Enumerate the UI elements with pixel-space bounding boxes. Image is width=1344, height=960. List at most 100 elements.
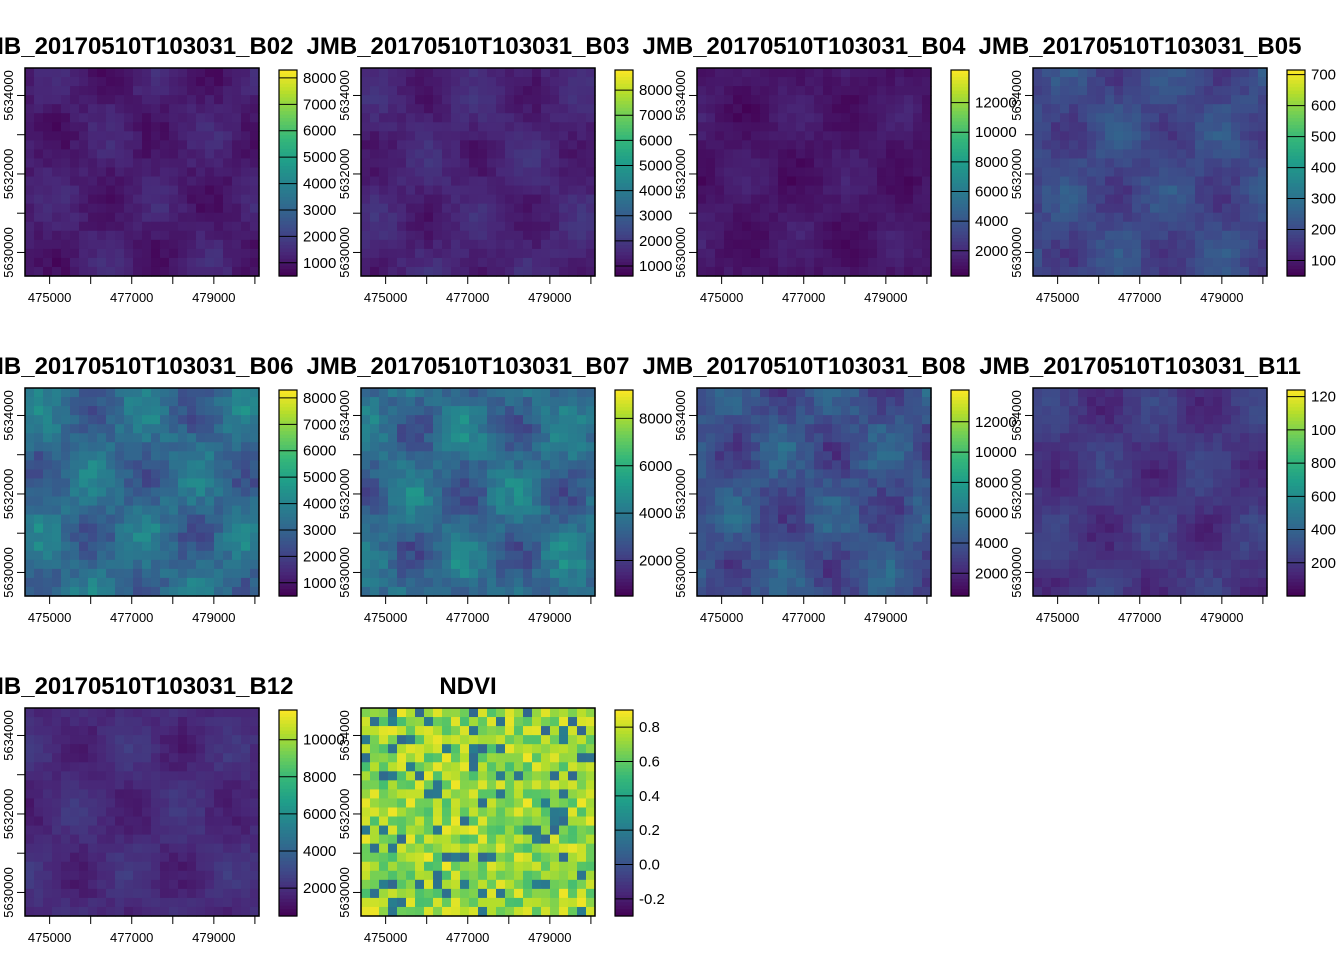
raster-cell xyxy=(232,487,242,498)
raster-cell xyxy=(370,68,380,78)
raster-cell xyxy=(160,415,170,425)
raster-cell xyxy=(460,221,470,232)
raster-cell xyxy=(451,577,461,588)
raster-cell xyxy=(886,95,896,105)
raster-cell xyxy=(379,505,389,516)
raster-cell xyxy=(859,221,869,232)
raster-cell xyxy=(532,568,542,579)
raster-cell xyxy=(205,221,215,232)
raster-cell xyxy=(496,212,506,223)
raster-cell xyxy=(1096,248,1106,259)
raster-cell xyxy=(1159,388,1169,398)
raster-cell xyxy=(733,266,743,277)
raster-cell xyxy=(559,397,569,407)
raster-cell xyxy=(442,406,452,416)
raster-cell xyxy=(442,415,452,425)
raster-cell xyxy=(250,424,260,434)
raster-cell xyxy=(496,469,506,480)
raster-cell xyxy=(742,424,752,434)
legend-gradient-step xyxy=(615,94,633,99)
raster-cell xyxy=(922,550,932,561)
x-tick-label: 477000 xyxy=(446,290,489,305)
raster-cell xyxy=(514,568,524,579)
raster-cell xyxy=(1222,239,1232,250)
raster-cell xyxy=(361,68,371,78)
raster-cell xyxy=(169,77,179,87)
raster-cell xyxy=(241,415,251,425)
legend-tick-label: 2000 xyxy=(975,565,1008,582)
raster-cell xyxy=(1087,104,1097,114)
raster-cell xyxy=(1204,239,1214,250)
raster-cell xyxy=(850,95,860,105)
legend-gradient-step xyxy=(1287,210,1305,215)
raster-cell xyxy=(223,230,233,241)
raster-cell xyxy=(1249,158,1259,169)
raster-cell xyxy=(115,221,125,232)
raster-cell xyxy=(187,86,197,96)
raster-cell xyxy=(823,532,833,543)
raster-cell xyxy=(832,523,842,534)
raster-cell xyxy=(1204,95,1214,105)
raster-cell xyxy=(1168,221,1178,232)
raster-cell xyxy=(361,532,371,543)
raster-cell xyxy=(550,451,560,461)
raster-cell xyxy=(52,541,62,552)
raster-cell xyxy=(1222,266,1232,277)
raster-cell xyxy=(496,185,506,196)
raster-cell xyxy=(133,194,143,205)
raster-cell xyxy=(760,523,770,534)
raster-cell xyxy=(859,266,869,277)
raster-cell xyxy=(187,487,197,498)
raster-cell xyxy=(1159,424,1169,434)
legend-gradient-step xyxy=(615,83,633,88)
raster-cell xyxy=(559,221,569,232)
raster-cell xyxy=(550,194,560,205)
raster-cell xyxy=(43,131,53,141)
raster-cell xyxy=(1204,388,1214,398)
raster-cell xyxy=(832,478,842,489)
raster-cell xyxy=(70,469,80,480)
raster-cell xyxy=(550,77,560,87)
raster-cell xyxy=(43,167,53,178)
raster-cell xyxy=(514,541,524,552)
raster-cell xyxy=(1078,388,1088,398)
raster-cell xyxy=(442,523,452,534)
raster-cell xyxy=(124,230,134,241)
raster-cell xyxy=(160,86,170,96)
raster-cell xyxy=(442,559,452,570)
raster-cell xyxy=(97,257,107,268)
raster-cell xyxy=(142,167,152,178)
raster-cell xyxy=(1033,230,1043,241)
raster-cell xyxy=(1042,397,1052,407)
raster-cell xyxy=(1240,149,1250,160)
raster-cell xyxy=(1051,86,1061,96)
raster-cell xyxy=(922,140,932,150)
raster-cell xyxy=(124,424,134,434)
panel-title: JMB_20170510T103031_B07 xyxy=(307,353,630,380)
raster-cell xyxy=(43,469,53,480)
raster-cell xyxy=(187,514,197,525)
raster-cell xyxy=(496,577,506,588)
raster-cell xyxy=(1159,221,1169,232)
raster-cell xyxy=(250,194,260,205)
raster-cell xyxy=(496,505,506,516)
raster-cell xyxy=(61,248,71,259)
legend-gradient-step xyxy=(279,94,297,99)
raster-cell xyxy=(124,433,134,443)
raster-cell xyxy=(250,397,260,407)
legend-gradient-step xyxy=(615,186,633,191)
raster-cell xyxy=(133,158,143,169)
raster-cell xyxy=(169,406,179,416)
raster-cell xyxy=(823,203,833,214)
raster-cell xyxy=(25,131,35,141)
raster-cell xyxy=(796,541,806,552)
raster-cell xyxy=(415,460,425,470)
raster-cell xyxy=(25,203,35,214)
raster-cell xyxy=(715,248,725,259)
raster-cell xyxy=(886,167,896,178)
raster-cell xyxy=(550,424,560,434)
raster-cell xyxy=(559,140,569,150)
raster-cell xyxy=(460,113,470,123)
legend-gradient-step xyxy=(615,530,633,535)
raster-cell xyxy=(715,451,725,461)
